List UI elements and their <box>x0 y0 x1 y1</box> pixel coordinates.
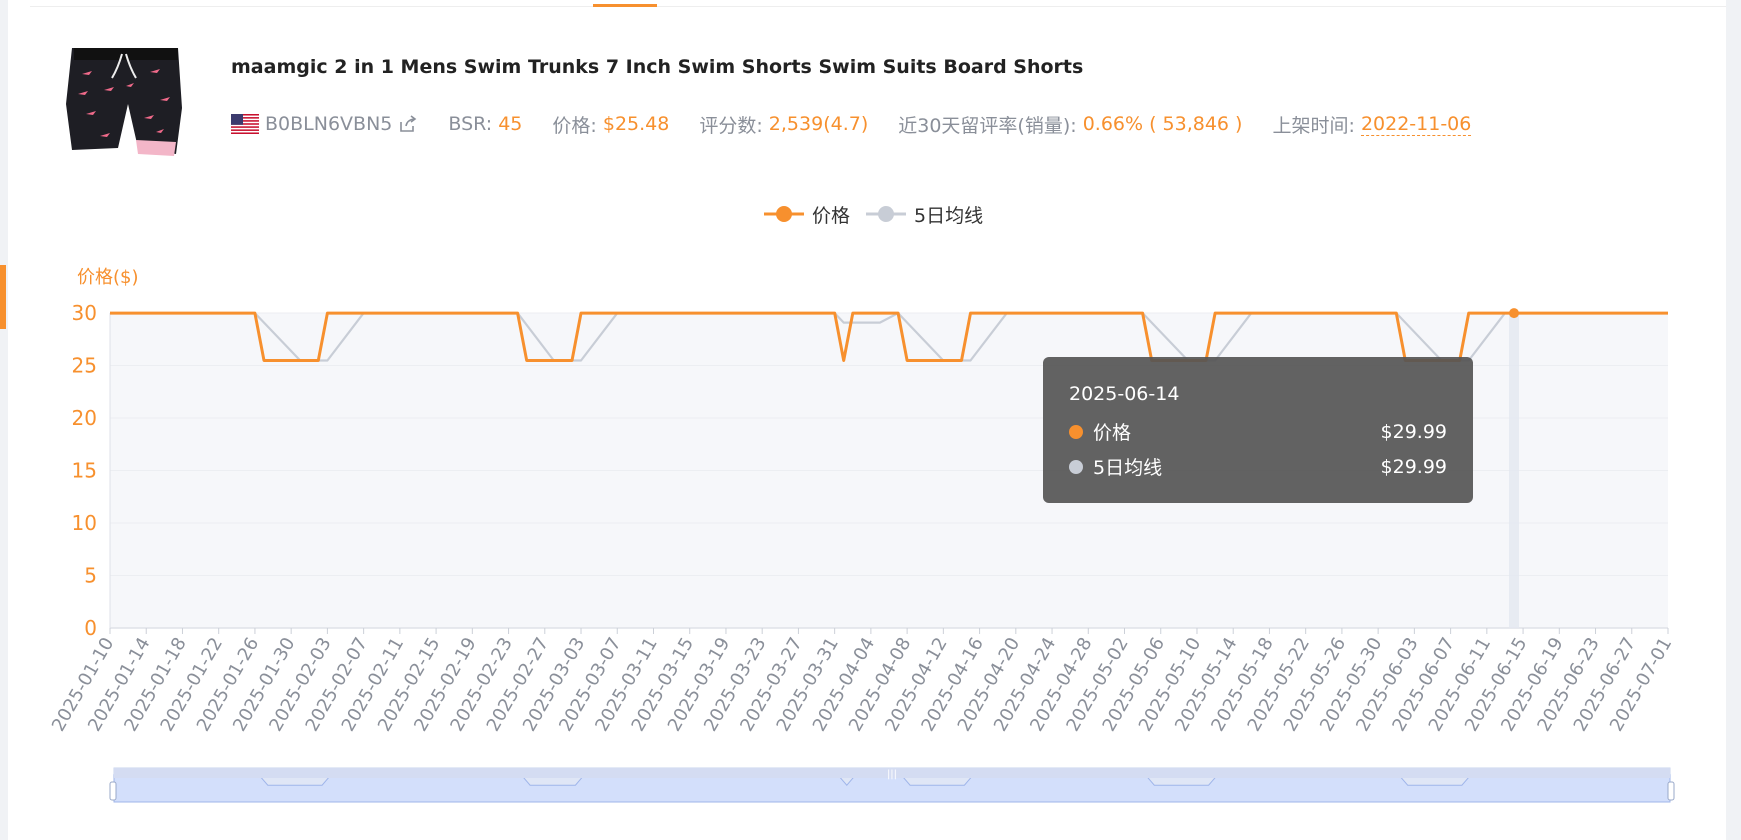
listed-date-label: 上架时间: <box>1272 114 1355 137</box>
side-edge-tab[interactable] <box>0 265 6 329</box>
y-tick-label: 5 <box>84 564 97 588</box>
product-title[interactable]: maamgic 2 in 1 Mens Swim Trunks 7 Inch S… <box>231 56 1084 78</box>
y-tick-label: 30 <box>72 301 97 325</box>
legend-ma5-marker-icon <box>866 206 907 222</box>
tooltip-ma5-value: $29.99 <box>1380 455 1447 478</box>
tooltip-row-ma5: 5日均线 $29.99 <box>1069 449 1447 484</box>
y-axis-label: 价格($) <box>77 267 139 288</box>
reviews-value: 2,539(4.7) <box>768 113 869 135</box>
price-series-line <box>110 311 1668 362</box>
tooltip-ma5-label: 5日均线 <box>1093 457 1163 479</box>
y-tick-label: 25 <box>72 354 97 378</box>
zoom-preview-area <box>113 774 1671 803</box>
bsr-label: BSR: <box>448 113 493 135</box>
price-label: 价格: <box>552 114 597 137</box>
highlight-point <box>1509 308 1520 319</box>
tooltip-row-price: 价格 $29.99 <box>1069 414 1447 449</box>
active-tab-indicator <box>593 4 657 7</box>
price-value: $25.48 <box>602 113 670 135</box>
y-tick-label: 15 <box>72 459 97 483</box>
share-icon[interactable] <box>398 114 418 134</box>
tooltip-date: 2025-06-14 <box>1069 383 1180 405</box>
reviews-label: 评分数: <box>699 114 763 137</box>
zoom-handle-right[interactable] <box>1667 781 1675 801</box>
tab-divider <box>30 6 1726 7</box>
legend-ma5-label: 5日均线 <box>914 204 984 227</box>
asin-link[interactable]: B0BLN6VBN5 <box>265 113 393 135</box>
listed-date-value[interactable]: 2022-11-06 <box>1360 112 1472 136</box>
y-tick-label: 10 <box>72 511 97 535</box>
hover-band <box>1509 313 1520 628</box>
product-thumbnail[interactable] <box>60 44 194 160</box>
chart-legend: 价格 5日均线 <box>764 201 999 227</box>
legend-price-marker-icon <box>764 206 804 222</box>
tooltip-price-value: $29.99 <box>1380 420 1447 443</box>
y-tick-label: 0 <box>84 616 97 640</box>
zoom-handle-left[interactable] <box>109 781 117 801</box>
legend-item-price[interactable]: 价格 <box>764 201 850 228</box>
zoom-grip-icon: ||| <box>887 769 897 780</box>
chart-tooltip: 2025-06-14 价格 $29.99 5日均线 $29.99 <box>1043 357 1473 503</box>
bsr-value: 45 <box>498 113 523 135</box>
product-meta: B0BLN6VBN5 BSR: 45 价格: $25.48 评分数: 2,539… <box>231 109 1472 139</box>
zoom-top-bar <box>114 768 1670 778</box>
tooltip-ma5-dot-icon <box>1069 459 1083 474</box>
us-flag-icon <box>231 114 259 134</box>
tooltip-price-dot-icon <box>1069 424 1083 439</box>
y-tick-label: 20 <box>72 406 97 430</box>
review-rate-label: 近30天留评率(销量): <box>898 114 1077 137</box>
legend-price-label: 价格 <box>812 204 851 227</box>
review-rate-value: 0.66% ( 53,846 ) <box>1082 113 1243 135</box>
tooltip-price-label: 价格 <box>1093 422 1132 444</box>
legend-item-ma5[interactable]: 5日均线 <box>866 201 983 228</box>
